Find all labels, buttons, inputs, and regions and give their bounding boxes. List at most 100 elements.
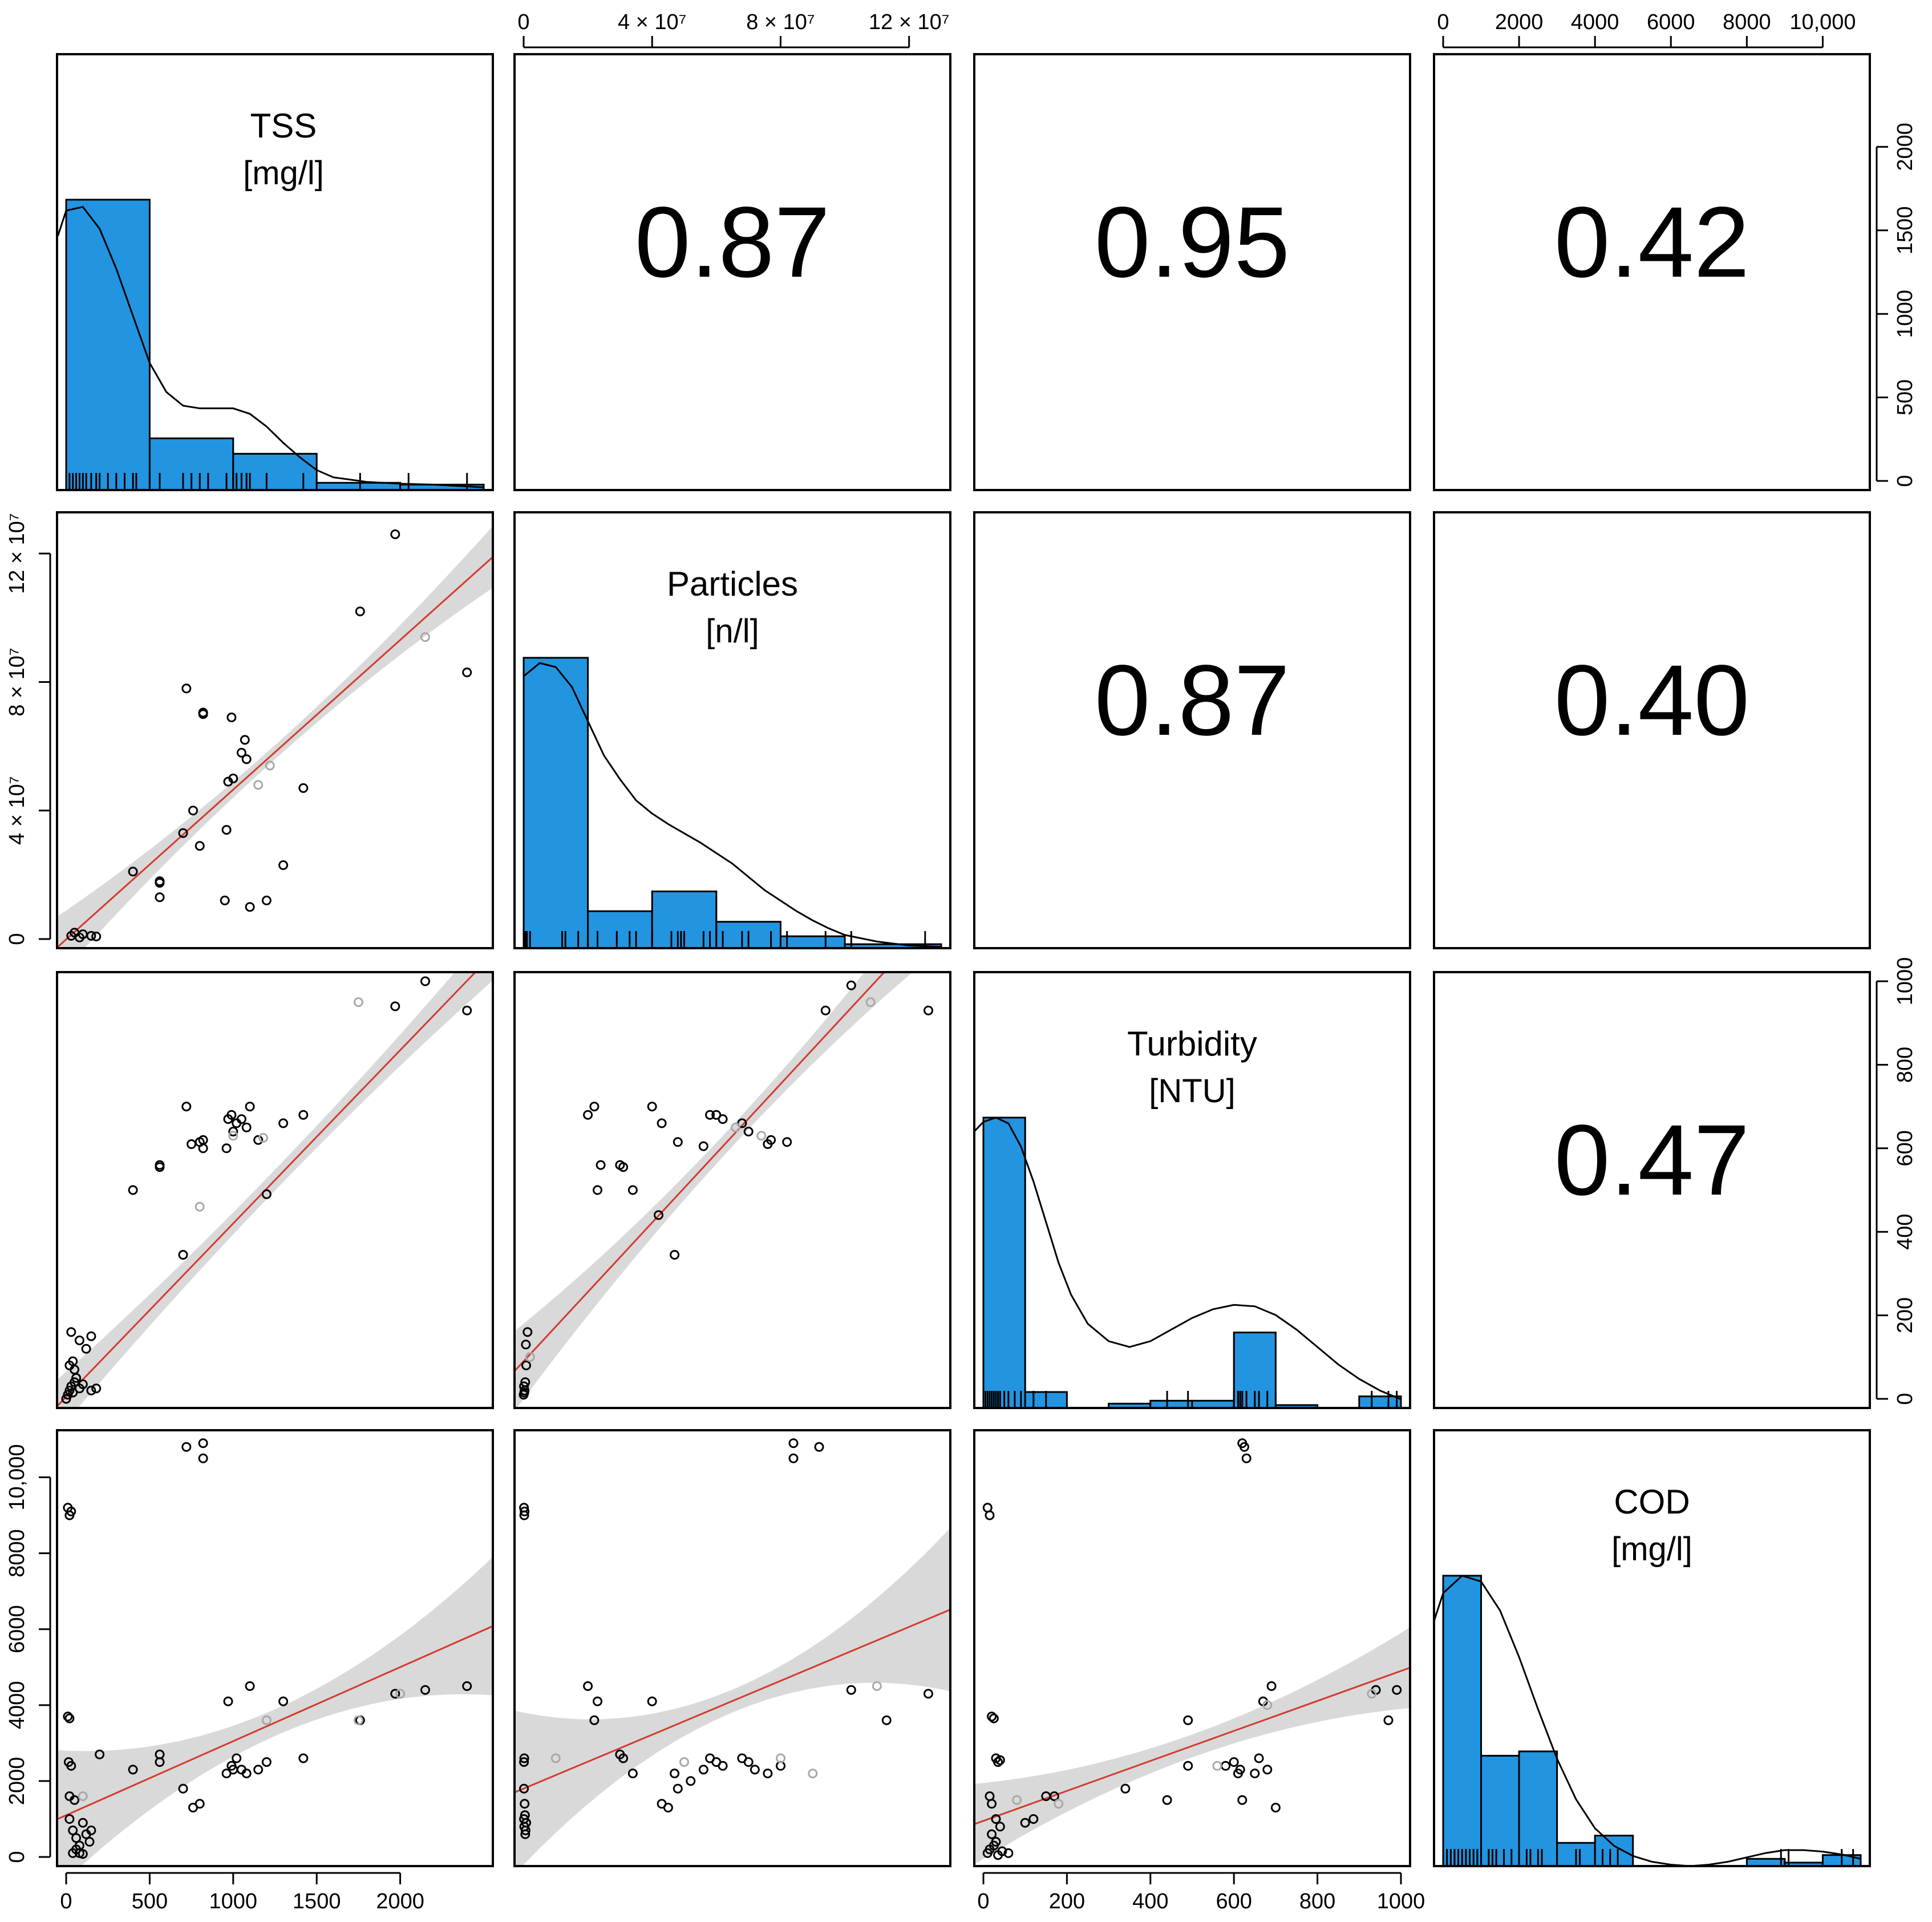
- data-point: [232, 1753, 242, 1763]
- correlation-panel: 0.40: [1433, 511, 1871, 949]
- data-point: [987, 1711, 997, 1722]
- data-point: [1028, 1814, 1039, 1824]
- variable-name: Turbidity: [1127, 1025, 1257, 1063]
- correlation-panel: 0.47: [1433, 971, 1871, 1409]
- data-point: [220, 895, 230, 905]
- y-axis-right-turbidity: 0 200 400 600 800 1000: [1876, 957, 1917, 1405]
- data-point: [198, 1453, 208, 1463]
- histogram-bar: [1358, 1395, 1402, 1408]
- data-point: [261, 1757, 272, 1767]
- panel-frame: [1433, 1429, 1871, 1867]
- correlation-value: 0.87: [1095, 645, 1290, 756]
- tick-label: 0: [5, 1851, 29, 1863]
- data-point: [991, 1814, 1001, 1824]
- data-point: [228, 1131, 238, 1141]
- data-point: [750, 1765, 760, 1775]
- data-point: [593, 1696, 602, 1706]
- data-point: [1183, 1761, 1193, 1771]
- variable-unit: [mg/l]: [243, 155, 324, 192]
- tick-label: 6000: [5, 1605, 29, 1653]
- variable-unit: [NTU]: [1149, 1073, 1235, 1110]
- data-point: [763, 1769, 773, 1779]
- data-point: [1054, 1799, 1064, 1809]
- data-point: [997, 1846, 1007, 1856]
- data-point: [261, 895, 272, 905]
- data-point: [743, 1127, 754, 1136]
- data-point: [462, 1681, 472, 1691]
- data-point: [881, 1715, 892, 1725]
- data-point: [846, 1685, 856, 1695]
- data-point: [520, 1506, 530, 1516]
- data-point: [195, 841, 205, 851]
- data-point: [78, 1849, 88, 1859]
- tick-label: 8000: [1723, 10, 1771, 34]
- panel-frame: [513, 511, 951, 949]
- data-point: [731, 1122, 741, 1132]
- data-point: [265, 760, 275, 771]
- data-point: [462, 667, 472, 678]
- correlation-panel: 0.87: [513, 53, 951, 491]
- tick-label: 1500: [293, 1889, 341, 1913]
- data-point: [198, 707, 208, 718]
- data-point: [241, 1769, 252, 1779]
- data-point: [181, 1102, 192, 1112]
- x-axis-bottom-tss: 0 500 1000 1500 2000: [60, 1872, 424, 1913]
- data-point: [278, 1118, 289, 1128]
- data-point: [618, 1753, 629, 1763]
- data-point: [64, 1713, 75, 1723]
- histogram-content: [57, 199, 485, 490]
- data-point: [253, 1765, 264, 1775]
- scatter-content: [57, 1438, 493, 1866]
- data-point: [673, 1137, 683, 1147]
- data-point: [1221, 1761, 1231, 1771]
- regression-line: [57, 972, 477, 1408]
- tick-label: 0: [1437, 10, 1449, 34]
- tick-label: 10,000: [1789, 10, 1856, 34]
- data-point: [523, 1327, 533, 1337]
- data-point: [1162, 1795, 1172, 1805]
- panel-frame: [973, 1429, 1411, 1867]
- panel-frame: [56, 511, 494, 949]
- data-point: [84, 1836, 95, 1847]
- histogram-panel-cod: COD [mg/l]: [1433, 1429, 1871, 1867]
- data-point: [95, 1749, 105, 1759]
- data-point: [865, 997, 876, 1007]
- tick-label: 0: [517, 10, 529, 34]
- panel-frame: [513, 53, 951, 491]
- scatter-content: [57, 526, 493, 948]
- data-point: [985, 1844, 995, 1855]
- data-point: [1003, 1848, 1014, 1858]
- histogram-panel-tss: TSS [mg/l]: [56, 53, 494, 491]
- data-point: [583, 1681, 593, 1691]
- data-point: [240, 735, 250, 745]
- scatter-panel: [513, 1429, 951, 1867]
- data-point: [181, 683, 192, 694]
- scatter-content: [515, 1438, 950, 1866]
- x-axis-top-cod: 0 2000 4000 6000 8000 10,000: [1437, 10, 1856, 48]
- data-point: [420, 976, 430, 986]
- data-point: [1383, 1715, 1394, 1725]
- data-point: [66, 1761, 76, 1771]
- data-point: [68, 1848, 78, 1858]
- data-point: [663, 1803, 673, 1812]
- panel-frame: [973, 511, 1411, 949]
- data-point: [91, 1383, 102, 1394]
- data-point: [521, 1340, 531, 1350]
- tick-label: 600: [1893, 1130, 1917, 1166]
- correlation-value: 0.87: [635, 187, 831, 298]
- data-point: [253, 780, 264, 790]
- data-point: [278, 860, 289, 870]
- data-point: [670, 1769, 680, 1779]
- histogram-bar: [1480, 1755, 1520, 1866]
- data-point: [627, 1769, 638, 1779]
- variable-unit: [mg/l]: [1611, 1531, 1692, 1568]
- histogram-bar: [523, 657, 589, 948]
- tick-label: 8 × 10⁷: [5, 648, 29, 716]
- histogram-content: [523, 657, 942, 948]
- tick-label: 10,000: [5, 1444, 29, 1510]
- data-point: [589, 1715, 600, 1725]
- data-point: [86, 1331, 96, 1341]
- scatter-panel: [513, 971, 951, 1409]
- data-point: [519, 1381, 529, 1391]
- scatter-panel: [56, 1429, 494, 1867]
